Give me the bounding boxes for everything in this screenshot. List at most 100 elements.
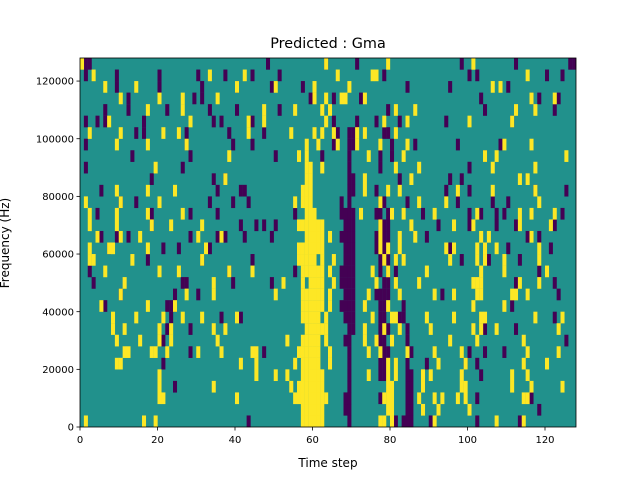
heatmap-cell-high — [483, 242, 488, 255]
y-axis: 0 20000 40000 60000 80000 100000 120000 — [36, 77, 80, 434]
heatmap-cell-low — [351, 207, 356, 220]
heatmap-cell-high — [405, 115, 410, 128]
heatmap-cell-low — [269, 230, 274, 243]
heatmap-cell-high — [300, 254, 305, 266]
heatmap-cell-high — [157, 323, 162, 335]
heatmap-cell-low — [374, 288, 379, 301]
x-tick-label: 40 — [229, 435, 242, 446]
heatmap-cell-low — [405, 392, 410, 405]
heatmap-cell-high — [169, 219, 174, 232]
heatmap-cell-high — [397, 230, 402, 243]
x-tick-label: 0 — [77, 435, 83, 446]
heatmap-cell-high — [87, 242, 92, 255]
heatmap-cell-high — [339, 92, 344, 105]
heatmap-cell-high — [378, 346, 383, 358]
heatmap-cell-low — [351, 230, 356, 243]
heatmap-cell-high — [374, 334, 379, 347]
heatmap-cell-high — [459, 346, 464, 358]
heatmap-cell-high — [312, 265, 317, 278]
heatmap-cell-low — [87, 58, 92, 70]
heatmap-cell-low — [545, 69, 550, 82]
heatmap-cell-high — [215, 334, 220, 347]
heatmap-cell-low — [99, 184, 104, 197]
heatmap-cell-high — [517, 277, 522, 289]
heatmap-cell-high — [370, 311, 375, 324]
heatmap-cell-high — [382, 323, 387, 335]
heatmap-cell-high — [207, 69, 212, 82]
heatmap-cell-low — [467, 161, 472, 174]
heatmap-cell-high — [200, 311, 205, 324]
heatmap-cell-high — [211, 380, 216, 393]
heatmap-cell-high — [490, 161, 495, 174]
heatmap-cell-high — [300, 357, 305, 370]
heatmap-cell-low — [374, 242, 379, 255]
heatmap-cell-low — [347, 288, 352, 301]
heatmap-cell-low — [382, 242, 387, 255]
heatmap-cell-low — [347, 219, 352, 232]
heatmap-cell-high — [382, 415, 387, 428]
heatmap-cell-high — [331, 254, 336, 266]
heatmap-cell-low — [320, 150, 325, 162]
heatmap-cell-high — [548, 219, 553, 232]
heatmap-cell-high — [122, 323, 127, 335]
heatmap-cell-low — [459, 173, 464, 185]
heatmap-cell-low — [145, 254, 150, 266]
heatmap-cell-high — [308, 196, 313, 209]
heatmap-cell-high — [386, 300, 391, 312]
heatmap-cell-low — [347, 150, 352, 162]
heatmap-cell-high — [304, 300, 309, 312]
heatmap-cell-high — [118, 196, 123, 209]
heatmap-cell-high — [320, 288, 325, 301]
heatmap-cell-high — [459, 369, 464, 382]
heatmap-cell-low — [486, 254, 491, 266]
heatmap-cell-low — [277, 69, 282, 82]
heatmap-cell-high — [455, 184, 460, 197]
heatmap-cell-high — [145, 207, 150, 220]
heatmap-cell-low — [300, 81, 305, 93]
heatmap-cell-high — [382, 115, 387, 128]
heatmap-cell-low — [215, 207, 220, 220]
heatmap-cell-low — [386, 277, 391, 289]
heatmap-cell-high — [529, 92, 534, 105]
heatmap-cell-high — [235, 392, 240, 405]
heatmap-cell-low — [347, 403, 352, 416]
heatmap-cell-high — [440, 392, 445, 405]
heatmap-cell-high — [428, 369, 433, 382]
heatmap-cell-high — [432, 415, 437, 428]
heatmap-cell-high — [196, 230, 201, 243]
heatmap-cell-low — [448, 81, 453, 93]
heatmap-cell-low — [374, 207, 379, 220]
heatmap-cell-high — [118, 288, 123, 301]
heatmap-cell-low — [83, 58, 88, 70]
heatmap-cell-high — [188, 115, 193, 128]
heatmap-cell-high — [103, 265, 108, 278]
heatmap-cell-low — [347, 207, 352, 220]
heatmap-cell-low — [483, 323, 488, 335]
heatmap-cell-low — [374, 184, 379, 197]
heatmap-cell-high — [502, 138, 507, 151]
heatmap-cell-high — [463, 357, 468, 370]
heatmap-cell-low — [269, 277, 274, 289]
heatmap-cell-high — [537, 277, 542, 289]
heatmap-cell-high — [525, 173, 530, 185]
heatmap-cell-high — [556, 323, 561, 335]
heatmap-cell-low — [196, 288, 201, 301]
heatmap-cell-low — [134, 196, 139, 209]
heatmap-cell-high — [483, 254, 488, 266]
heatmap-cell-high — [510, 115, 515, 128]
heatmap-cell-low — [83, 69, 88, 82]
heatmap-cell-high — [362, 127, 367, 139]
x-tick-label: 100 — [458, 435, 477, 446]
heatmap-cell-high — [397, 242, 402, 255]
heatmap-cell-high — [560, 380, 565, 393]
heatmap-cell-high — [393, 311, 398, 324]
heatmap-cell-high — [401, 207, 406, 220]
heatmap-cell-low — [161, 334, 166, 347]
heatmap-cell-high — [308, 300, 313, 312]
y-tick-label: 20000 — [42, 365, 74, 376]
heatmap-cell-high — [304, 369, 309, 382]
heatmap-cell-low — [308, 92, 313, 105]
heatmap-cell-high — [297, 380, 302, 393]
heatmap-cell-high — [537, 254, 542, 266]
heatmap-cell-low — [142, 127, 147, 139]
